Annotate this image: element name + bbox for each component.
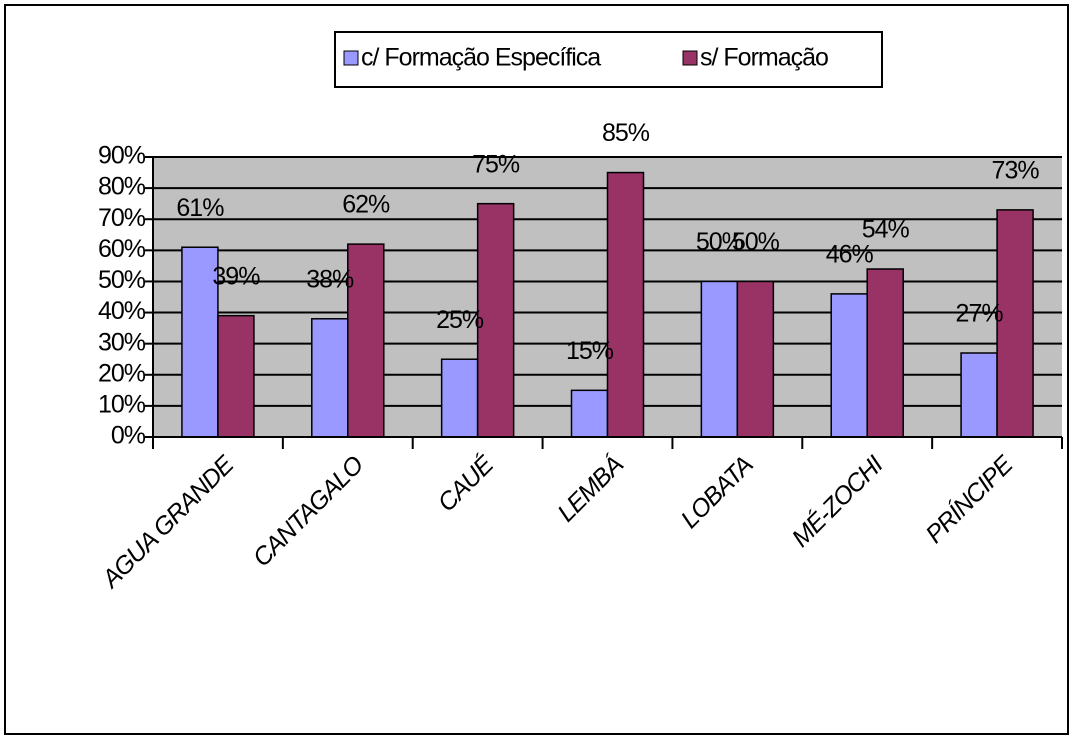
bar bbox=[347, 243, 385, 438]
bar bbox=[440, 358, 479, 438]
bar bbox=[181, 246, 219, 438]
y-tick-label: 80% bbox=[98, 173, 146, 201]
y-tick-label: 10% bbox=[98, 390, 146, 418]
bar bbox=[736, 280, 775, 438]
data-label: 15% bbox=[566, 337, 614, 365]
data-label: 27% bbox=[956, 300, 1004, 328]
bar bbox=[700, 280, 739, 438]
data-label: 39% bbox=[212, 262, 260, 290]
legend-swatch bbox=[343, 50, 359, 66]
bar bbox=[311, 318, 349, 438]
y-tick-label: 40% bbox=[98, 297, 146, 325]
y-tick-label: 20% bbox=[98, 359, 146, 387]
data-label: 85% bbox=[602, 119, 650, 147]
bar bbox=[476, 202, 515, 438]
bar bbox=[570, 389, 609, 438]
bar bbox=[217, 314, 255, 438]
y-tick-label: 90% bbox=[98, 142, 146, 170]
y-tick-label: 60% bbox=[98, 235, 146, 263]
data-label: 38% bbox=[306, 265, 354, 293]
bar bbox=[866, 268, 904, 438]
bar bbox=[606, 171, 645, 438]
legend-swatch bbox=[682, 50, 698, 66]
bar bbox=[960, 352, 998, 438]
data-label: 54% bbox=[862, 216, 910, 244]
y-tick-label: 0% bbox=[111, 422, 146, 450]
data-label: 75% bbox=[472, 150, 520, 178]
data-label: 62% bbox=[342, 191, 390, 219]
y-tick-label: 30% bbox=[98, 328, 146, 356]
data-label: 61% bbox=[176, 194, 224, 222]
data-label: 50% bbox=[696, 228, 744, 256]
data-label: 73% bbox=[992, 156, 1040, 184]
legend-label: c/ Formação Específica bbox=[361, 44, 601, 72]
legend-label: s/ Formação bbox=[700, 44, 828, 72]
y-tick-label: 70% bbox=[98, 204, 146, 232]
legend-box bbox=[334, 31, 883, 88]
y-tick-label: 50% bbox=[98, 266, 146, 294]
data-label: 50% bbox=[732, 228, 780, 256]
data-label: 25% bbox=[436, 306, 484, 334]
bar bbox=[830, 293, 868, 438]
data-label: 46% bbox=[826, 240, 874, 268]
